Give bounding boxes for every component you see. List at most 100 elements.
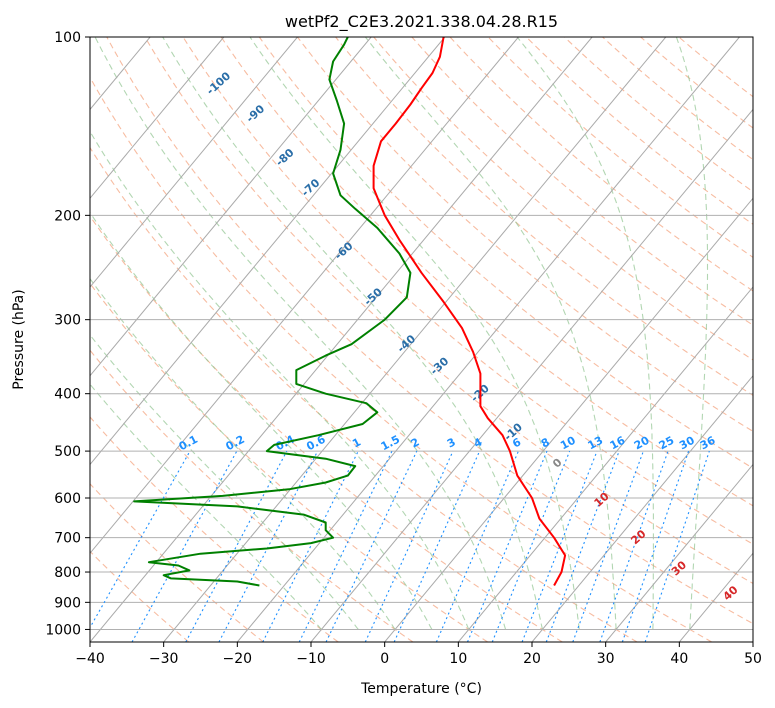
dry-adiabat-line [411, 37, 753, 326]
moist-adiabat-line [675, 37, 709, 630]
isotherm-label: -40 [395, 332, 419, 355]
moist-adiabat-line [364, 37, 617, 630]
chart-title: wetPf2_C2E3.2021.338.04.28.R15 [285, 12, 558, 32]
mixing-ratio-line [466, 450, 548, 642]
isotherm-label: -80 [273, 146, 297, 169]
y-tick-label: 700 [54, 531, 81, 547]
dry-adiabat-line [182, 37, 753, 545]
x-tick-label: 20 [523, 651, 541, 667]
mixing-ratio-line [131, 450, 238, 642]
dry-adiabat-line [564, 37, 753, 193]
y-tick-label: 200 [54, 208, 81, 224]
dry-adiabat-line [602, 37, 753, 161]
mixing-ratio-label: 16 [608, 434, 628, 453]
y-tick-label: 900 [54, 595, 81, 611]
x-tick-label: −30 [149, 651, 179, 667]
dry-adiabat-line [90, 282, 488, 642]
isotherm-line [310, 108, 753, 642]
moist-adiabat-line [90, 130, 470, 630]
x-tick-label: 50 [744, 651, 762, 667]
dry-adiabat-line [220, 37, 753, 507]
isotherm-label: 0 [550, 456, 565, 471]
isotherm-line [90, 37, 372, 377]
dry-adiabat-line [678, 37, 753, 98]
dry-adiabat-line [487, 37, 753, 259]
moist-adiabat-line [90, 334, 359, 630]
mixing-ratio-label: 25 [657, 434, 677, 453]
mixing-ratio-line [185, 450, 288, 642]
isotherm-label: 20 [628, 527, 648, 547]
mixing-ratio-line [545, 450, 620, 642]
y-tick-label: 400 [54, 387, 81, 403]
mixing-ratio-line [599, 450, 669, 642]
isotherm-line [752, 641, 753, 642]
isotherm-line [90, 37, 593, 642]
y-tick-label: 800 [54, 565, 81, 581]
isotherm-line [90, 37, 298, 288]
mixing-ratio-line [325, 450, 418, 642]
x-axis-ticks: −40 −30 −20 −10 0 10 20 30 40 50 [75, 642, 762, 667]
moist-adiabat-line [249, 37, 580, 630]
isotherm-line [605, 463, 753, 642]
mixing-ratio-line [621, 450, 690, 642]
y-axis-ticks: 100 200 300 400 500 600 700 800 900 1000 [45, 30, 90, 638]
dewpoint-profile-line [133, 37, 412, 587]
mixing-ratio-line [644, 450, 710, 642]
y-tick-label: 500 [54, 444, 81, 460]
dry-adiabat-line [144, 37, 753, 585]
temperature-profile-line [372, 37, 567, 586]
sounding-series [133, 37, 567, 587]
isotherm-line [236, 37, 740, 642]
isotherm-line [457, 286, 753, 642]
mixing-ratio-line [364, 450, 454, 642]
mixing-ratio-line [435, 450, 519, 642]
dry-adiabat-line [449, 37, 753, 292]
mixing-ratio-label: 13 [586, 434, 606, 453]
x-tick-label: 40 [670, 651, 688, 667]
mixing-ratio-line [491, 450, 571, 642]
mixing-ratio-label: 1.5 [379, 433, 402, 454]
moist-adiabat-line [90, 383, 322, 630]
plot-frame [89, 36, 754, 643]
mixing-ratio-label: 20 [632, 434, 652, 453]
isotherm-label: 10 [592, 490, 612, 510]
dry-adiabat-line [90, 146, 638, 642]
isotherm-line [163, 37, 667, 642]
isotherm-label: -70 [299, 176, 323, 199]
x-tick-label: −20 [223, 651, 253, 667]
isotherm-line [90, 37, 225, 200]
moist-adiabat-line [516, 37, 654, 630]
dry-adiabat-line [640, 37, 753, 129]
isotherm-line [0, 37, 3, 642]
dry-adiabat-line [90, 215, 563, 642]
x-tick-label: −40 [75, 651, 105, 667]
y-tick-label: 100 [54, 30, 81, 46]
isotherm-label: -100 [204, 69, 233, 97]
y-tick-label: 300 [54, 313, 81, 329]
mixing-ratio-line [572, 450, 644, 642]
dry-adiabat-line [90, 416, 339, 642]
mixing-ratio-label: 30 [677, 434, 697, 453]
dry-adiabat-line [373, 37, 753, 361]
mixing-ratio-line [218, 450, 319, 642]
isotherm-label: -90 [244, 102, 268, 125]
x-tick-label: 30 [597, 651, 615, 667]
y-tick-label: 600 [54, 491, 81, 507]
isotherm-label: 40 [721, 583, 741, 603]
isotherm-line [678, 552, 753, 642]
isotherm-line [531, 374, 753, 642]
y-axis-label: Pressure (hPa) [11, 289, 27, 389]
isotherm-line [90, 37, 446, 466]
mixing-ratio-line [298, 450, 393, 642]
x-tick-label: 0 [380, 651, 389, 667]
dry-adiabat-line [90, 349, 414, 642]
mixing-ratio-line [90, 450, 191, 629]
mixing-ratio-label: 0.1 [177, 433, 200, 454]
moist-adiabat-line [90, 277, 396, 630]
mixing-ratio-label: 10 [558, 434, 578, 453]
dry-adiabat-line [90, 76, 712, 642]
isotherm-line [90, 37, 519, 555]
moist-adiabat-line [162, 37, 543, 630]
x-tick-label: −10 [296, 651, 326, 667]
